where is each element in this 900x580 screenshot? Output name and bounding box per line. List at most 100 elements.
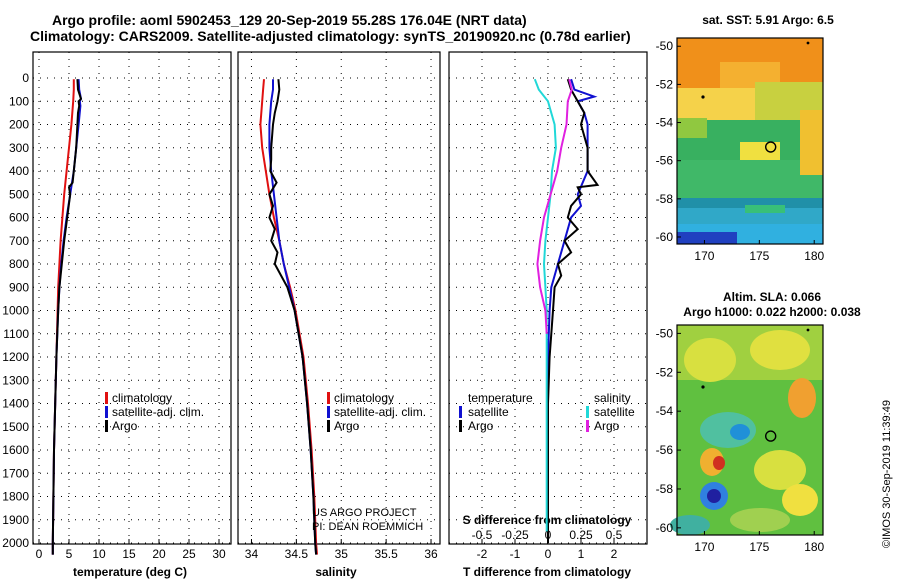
temp-tick-label: 30 — [212, 547, 226, 561]
depth-tick-label: 500 — [9, 187, 29, 201]
legend-swatch-argo — [327, 420, 330, 432]
depth-tick-label: 700 — [9, 234, 29, 248]
map-lon-label: 180 — [804, 249, 824, 263]
legend-title-salinity: salinity — [594, 391, 631, 405]
legend-swatch-argo — [105, 420, 108, 432]
header-line2: Climatology: CARS2009. Satellite-adjuste… — [30, 28, 631, 44]
map-lon-label: 170 — [694, 540, 714, 554]
diff-tick-label: 0 — [545, 547, 552, 561]
map-lat-label: -56 — [656, 443, 674, 457]
depth-tick-label: 1100 — [3, 327, 29, 341]
sst-map-field — [677, 38, 823, 244]
legend-label-climatology: climatology — [334, 391, 394, 405]
salinity-panel: 34 34.5 35 35.5 36 salinity climatology sate… — [237, 51, 441, 579]
credit-pi: PI: DEAN ROEMMICH — [312, 521, 423, 533]
sla-map-title2: Argo h1000: 0.022 h2000: 0.038 — [683, 305, 861, 319]
depth-tick-label: 1400 — [2, 397, 29, 411]
sst-map-frame — [676, 37, 824, 245]
temp-legend: climatology satellite-adj. clim. Argo — [105, 391, 204, 433]
diff-series-line — [536, 78, 573, 334]
temp-tick-label: 10 — [92, 547, 106, 561]
depth-tick-label: 1300 — [2, 373, 29, 387]
legend-label-sal-satellite: satellite — [594, 405, 635, 419]
dot-marker — [701, 95, 705, 99]
diff-tick-label: -2 — [477, 547, 488, 561]
map-lat-label: -56 — [656, 154, 674, 168]
sal-series-line — [268, 79, 318, 555]
legend-label-argo: Argo — [112, 419, 138, 433]
depth-tick-labels: 0 100 200 300 400 500 600 700 800 900 1000 1100 1200… — [2, 71, 29, 550]
map-lon-label: 170 — [694, 249, 714, 263]
sla-map: Altim. SLA: 0.066 Argo h1000: 0.022 h200… — [656, 290, 861, 554]
legend-title-temperature: temperature — [468, 391, 533, 405]
depth-tick-label: 1500 — [2, 420, 29, 434]
credit-project: US ARGO PROJECT — [312, 507, 417, 519]
temp-series-line — [51, 79, 83, 555]
temp-xticks: 0 5 10 15 20 25 30 — [36, 539, 226, 561]
sla-map-ticks: -50 -52 -54 -56 -58 -60 170 175 180 — [656, 326, 825, 554]
diff-top-tick-label: 0.5 — [606, 528, 623, 542]
depth-tick-label: 1200 — [2, 350, 29, 364]
sal-tick-label: 36 — [424, 547, 438, 561]
map-lat-label: -50 — [656, 39, 674, 53]
t-diff-xlabel: T difference from climatology — [463, 565, 631, 579]
diff-tick-label: -1 — [510, 547, 521, 561]
depth-tick-label: 900 — [9, 280, 29, 294]
diff-tick-label: 2 — [611, 547, 618, 561]
legend-swatch-temp-argo — [459, 420, 462, 432]
temp-tick-label: 20 — [152, 547, 166, 561]
temp-axes — [32, 51, 232, 545]
sst-profile-marker — [765, 141, 777, 153]
depth-tick-label: 600 — [9, 211, 29, 225]
temp-xlabel: temperature (deg C) — [73, 565, 187, 579]
legend-label-temp-satellite: satellite — [468, 405, 509, 419]
map-lon-label: 175 — [749, 540, 769, 554]
legend-label-climatology: climatology — [112, 391, 172, 405]
depth-tick-label: 800 — [9, 257, 29, 271]
depth-tick-label: 100 — [9, 94, 29, 108]
sal-tick-label: 34 — [245, 547, 259, 561]
temp-grid — [33, 52, 231, 544]
diff-legend: temperature satellite Argo salinity sate… — [459, 391, 635, 433]
sst-map-title: sat. SST: 5.91 Argo: 6.5 — [702, 13, 834, 27]
depth-tick-label: 1800 — [2, 490, 29, 504]
diff-series — [533, 78, 600, 543]
legend-swatch-climatology — [105, 392, 108, 404]
map-lon-label: 175 — [749, 249, 769, 263]
sla-map-field — [670, 325, 823, 535]
legend-label-argo: Argo — [334, 419, 360, 433]
map-lat-label: -58 — [656, 482, 674, 496]
temp-tick-label: 15 — [122, 547, 136, 561]
legend-swatch-sal-satellite — [586, 406, 589, 418]
dot-marker — [806, 328, 810, 332]
map-lat-label: -58 — [656, 192, 674, 206]
dot-marker — [701, 385, 705, 389]
sal-tick-label: 35.5 — [374, 547, 398, 561]
depth-tick-label: 0 — [22, 71, 29, 85]
side-copyright: ©IMOS 30-Sep-2019 11:39:49 — [881, 400, 893, 548]
header-line1: Argo profile: aoml 5902453_129 20-Sep-20… — [52, 12, 527, 28]
legend-swatch-temp-satellite — [459, 406, 462, 418]
sla-map-title1: Altim. SLA: 0.066 — [723, 290, 821, 304]
map-lat-label: -60 — [656, 230, 674, 244]
diff-series-line — [533, 78, 557, 532]
legend-swatch-satellite — [105, 406, 108, 418]
map-lat-label: -60 — [656, 521, 674, 535]
temp-tick-label: 0 — [36, 547, 43, 561]
map-lat-label: -54 — [656, 116, 674, 130]
legend-swatch-sal-argo — [586, 420, 589, 432]
temp-series — [51, 79, 83, 555]
sal-legend: climatology satellite-adj. clim. Argo — [327, 391, 426, 433]
sal-xticks: 34 34.5 35 35.5 36 — [245, 539, 438, 561]
diff-top-tick-label: 0.25 — [569, 528, 593, 542]
legend-label-sal-argo: Argo — [594, 419, 620, 433]
legend-swatch-satellite — [327, 406, 330, 418]
diff-top-tick-label: -0.5 — [472, 528, 493, 542]
depth-tick-label: 200 — [9, 118, 29, 132]
map-lat-label: -54 — [656, 404, 674, 418]
diff-top-tick-label: -0.25 — [501, 528, 529, 542]
sal-series-line — [268, 79, 318, 555]
sla-map-frame — [676, 324, 824, 536]
sal-series — [259, 79, 318, 555]
